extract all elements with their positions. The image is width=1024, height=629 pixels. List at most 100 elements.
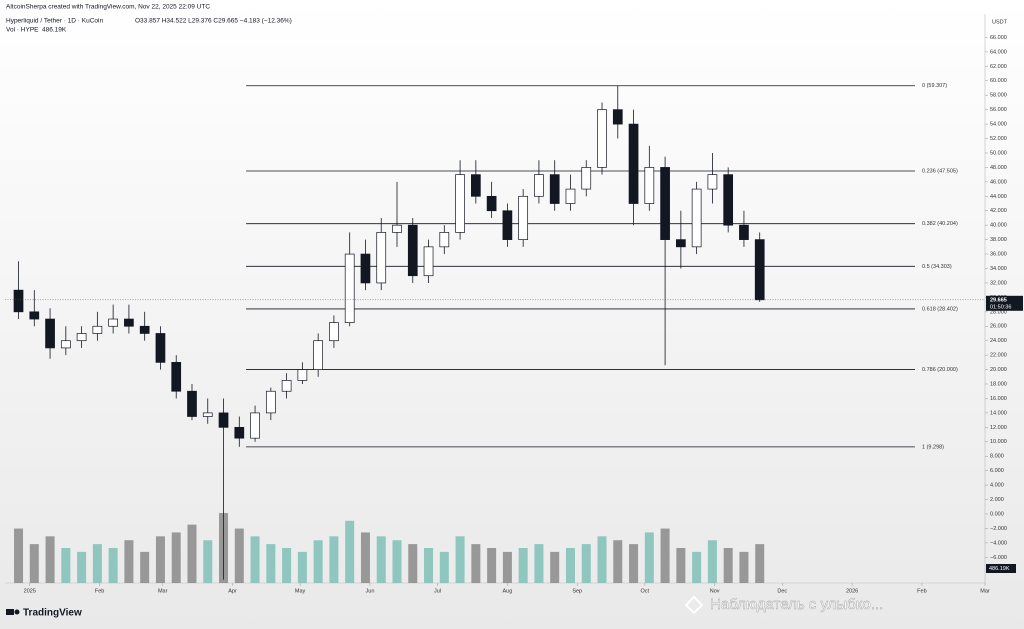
y-tick-label: 6.000	[990, 468, 1004, 474]
volume-bar	[739, 551, 749, 583]
candle-body	[597, 109, 607, 168]
x-tick-label: Feb	[917, 588, 926, 594]
candle-body	[486, 195, 497, 212]
y-tick-label: 36.000	[990, 252, 1007, 258]
y-tick-label: 60.000	[990, 78, 1007, 84]
volume-bar	[660, 528, 670, 583]
y-tick-label: 4.000	[990, 483, 1004, 489]
candle-body	[471, 174, 481, 197]
y-tick-label: 64.000	[990, 49, 1007, 55]
x-tick-label: Oct	[641, 588, 650, 594]
candle-body	[281, 380, 292, 392]
volume-bar	[439, 551, 449, 583]
volume-title: Vol · HYPE	[6, 27, 39, 34]
volume-bar	[581, 544, 591, 583]
volume-box	[986, 564, 1016, 573]
candle-body	[218, 412, 229, 428]
y-tick-label: 58.000	[990, 93, 1007, 99]
volume-bar	[203, 540, 213, 583]
candle-body	[124, 318, 134, 327]
volume-bar	[14, 528, 24, 583]
volume-bar	[250, 536, 260, 583]
last-price-label: 29.665	[990, 297, 1007, 303]
candle-body	[739, 224, 749, 240]
volume-bar	[266, 544, 276, 583]
volume-bar	[455, 536, 465, 583]
fib-label: 0.786 (20.000)	[922, 367, 958, 373]
fib-label: 0.5 (34.303)	[922, 264, 952, 270]
volume-bar	[77, 551, 87, 583]
volume-bar	[155, 536, 165, 583]
candle-body	[108, 318, 118, 327]
volume-bar	[297, 551, 307, 583]
last-price-box	[986, 295, 1023, 311]
candle-body	[455, 174, 465, 233]
ohlc: O33.857 H34.522 L29.376 C29.665 −4.183 (…	[135, 18, 292, 25]
y-tick-label: 28.000	[990, 309, 1007, 315]
volume-bar	[108, 548, 118, 583]
candle-body	[45, 318, 55, 349]
candle-body	[754, 239, 765, 301]
volume-bar	[723, 548, 733, 583]
volume-bar	[140, 551, 150, 583]
candle-body	[628, 123, 639, 204]
candle-body	[439, 232, 450, 248]
candle-body	[612, 109, 623, 125]
volume-bar	[613, 540, 623, 583]
x-tick-label: Jun	[366, 588, 375, 594]
volume-bar	[234, 528, 244, 583]
volume-bar	[597, 536, 607, 583]
currency: USDT	[992, 19, 1008, 25]
candle-body	[518, 195, 529, 240]
candle-body	[644, 167, 655, 204]
y-tick-label: 20.000	[990, 367, 1007, 373]
candle-body	[502, 210, 513, 240]
fib-label: 0.382 (40.204)	[922, 221, 958, 227]
y-tick-label: 54.000	[990, 122, 1007, 128]
x-tick-label: 2026	[846, 588, 858, 594]
candle-body	[581, 167, 592, 190]
candle-body	[407, 224, 418, 277]
candle-body	[534, 174, 544, 197]
volume-bar	[313, 540, 323, 583]
volume-bar	[92, 544, 102, 583]
y-tick-label: 0.000	[990, 511, 1004, 517]
y-tick-label: 22.000	[990, 353, 1007, 359]
attribution: AltcoinSherpa created with TradingView.c…	[6, 4, 210, 11]
symbol: Hyperliquid / Tether · 1D · KuCoin	[6, 18, 103, 25]
volume-bar	[171, 532, 181, 583]
candle-body	[660, 167, 670, 240]
y-tick-label: 56.000	[990, 107, 1007, 113]
candle-body	[76, 333, 87, 342]
volume-bar	[187, 524, 197, 583]
volume-bar	[629, 544, 639, 583]
watermark-icon	[684, 595, 704, 615]
volume-bar	[534, 544, 544, 583]
y-tick-label: 34.000	[990, 266, 1007, 272]
volume-bar	[124, 540, 134, 583]
x-tick-label: Jul	[434, 588, 441, 594]
x-tick-label: 2025	[24, 588, 36, 594]
y-tick-label: 2.000	[990, 497, 1004, 503]
candle-body	[392, 224, 402, 233]
volume-bar	[692, 551, 702, 583]
candle-body	[92, 325, 103, 334]
y-tick-label: 10.000	[990, 439, 1007, 445]
x-tick-label: Mar	[158, 588, 168, 594]
volume-bar	[345, 520, 355, 583]
volume-bar	[45, 536, 55, 583]
y-tick-label: −4.000	[990, 540, 1007, 546]
volume-bar	[282, 548, 292, 583]
volume-bar	[644, 532, 654, 583]
candle-body	[676, 239, 686, 248]
y-tick-label: 24.000	[990, 338, 1007, 344]
candle-body	[723, 174, 734, 226]
candle-body	[250, 412, 260, 439]
volume-bar	[61, 548, 71, 583]
candle-body	[344, 253, 355, 324]
x-tick-label: May	[295, 588, 306, 594]
x-tick-label: Aug	[502, 588, 512, 594]
y-tick-label: 16.000	[990, 396, 1007, 402]
volume-bar	[565, 548, 575, 583]
